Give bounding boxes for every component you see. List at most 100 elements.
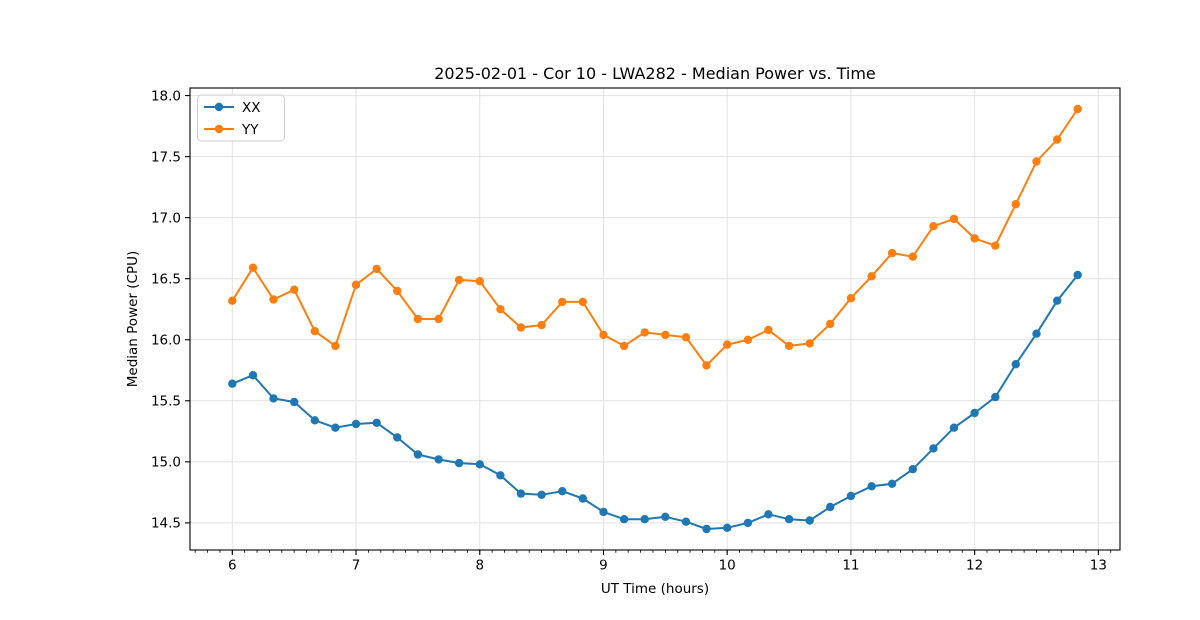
x-tick-label: 8	[475, 558, 484, 574]
data-point	[949, 423, 959, 432]
data-point	[764, 325, 773, 335]
data-point	[1053, 296, 1062, 305]
x-tick-label: 6	[228, 558, 237, 574]
series-YY-markers	[228, 104, 1082, 370]
legend-frame	[197, 94, 285, 142]
data-point	[929, 222, 938, 231]
data-point	[784, 515, 794, 524]
data-point	[661, 330, 670, 340]
data-point	[331, 341, 340, 351]
data-point	[846, 491, 856, 501]
data-point	[991, 392, 1000, 402]
data-point	[290, 285, 299, 294]
data-point	[1011, 200, 1020, 209]
data-point	[1032, 157, 1041, 166]
chart-canvas: 6 7 8 9 10 11 12 13 14.5 15.0 15.5 16.0 16.5 17.0 17.5…	[125, 64, 1121, 597]
data-point	[413, 314, 423, 324]
x-axis-label: UT Time (hours)	[601, 581, 709, 597]
data-point	[805, 516, 814, 525]
data-point	[413, 450, 423, 459]
data-point	[454, 458, 464, 468]
data-point	[475, 277, 484, 286]
data-point	[619, 341, 629, 351]
data-point	[743, 518, 753, 528]
data-point	[640, 515, 649, 524]
data-point	[681, 333, 691, 342]
data-point	[558, 487, 567, 496]
data-point	[578, 297, 587, 307]
data-point	[970, 234, 979, 243]
legend-item-YY: YY	[204, 122, 259, 138]
y-tick-label: 18.0	[151, 88, 181, 104]
data-point	[887, 479, 897, 488]
legend-marker	[214, 124, 224, 134]
data-point	[640, 328, 649, 337]
data-point	[991, 241, 1000, 250]
data-point	[908, 252, 917, 261]
data-point	[290, 397, 299, 407]
data-point	[393, 286, 402, 296]
data-point	[434, 314, 443, 324]
data-point	[310, 416, 319, 425]
data-point	[826, 502, 835, 512]
data-point	[310, 327, 319, 336]
data-point	[228, 296, 237, 305]
y-axis-label: Median Power (CPU)	[125, 251, 141, 387]
data-point	[475, 460, 484, 469]
data-point	[970, 408, 979, 418]
legend-item-XX: XX	[204, 100, 261, 116]
data-point	[578, 494, 587, 503]
data-point	[661, 512, 670, 521]
data-point	[764, 510, 773, 519]
x-tick-label: 11	[842, 558, 859, 574]
series-YY-line	[231, 108, 1079, 367]
data-point	[558, 297, 567, 307]
y-tick-label: 15.5	[151, 394, 181, 410]
data-point	[1073, 104, 1082, 114]
data-point	[537, 490, 546, 499]
x-tick-label: 9	[599, 558, 608, 574]
data-point	[723, 340, 732, 349]
legend-marker	[214, 102, 224, 112]
legend-label: XX	[242, 100, 261, 116]
y-tick-label: 15.0	[151, 455, 181, 471]
y-tick-label: 14.5	[151, 516, 181, 532]
data-point	[949, 214, 959, 224]
y-tick-label: 17.5	[151, 149, 181, 165]
x-minor-ticks	[194, 550, 1112, 553]
series-XX-markers	[228, 270, 1082, 534]
data-point	[248, 263, 258, 272]
data-point	[887, 248, 897, 258]
data-point	[496, 305, 505, 314]
data-point	[331, 423, 340, 432]
x-tick-label: 13	[1090, 558, 1107, 574]
data-point	[454, 275, 464, 285]
data-point	[496, 471, 505, 480]
x-tick-label: 7	[352, 558, 361, 574]
data-point	[846, 294, 856, 303]
data-point	[228, 379, 237, 388]
data-point	[805, 339, 814, 348]
data-point	[908, 465, 917, 474]
data-point	[867, 482, 876, 491]
data-point	[351, 280, 361, 289]
series-XX-line	[231, 274, 1079, 530]
data-point	[826, 319, 835, 329]
power-vs-time-chart: 6 7 8 9 10 11 12 13 14.5 15.0 15.5 16.0 16.5 17.0 17.5…	[40, 16, 1200, 616]
data-point	[372, 418, 381, 427]
data-point	[867, 272, 876, 281]
data-point	[537, 320, 546, 330]
y-tick-label: 16.5	[151, 272, 181, 288]
data-point	[248, 371, 258, 380]
data-point	[516, 489, 526, 498]
chart-title: 2025-02-01 - Cor 10 - LWA282 - Median Po…	[434, 64, 876, 83]
data-point	[269, 295, 278, 304]
data-point	[434, 455, 443, 464]
x-tick-label: 12	[966, 558, 983, 574]
data-point	[702, 524, 711, 534]
data-point	[1011, 360, 1020, 369]
data-point	[599, 507, 608, 517]
data-point	[1053, 135, 1062, 144]
data-point	[723, 523, 732, 532]
data-point	[393, 433, 402, 442]
